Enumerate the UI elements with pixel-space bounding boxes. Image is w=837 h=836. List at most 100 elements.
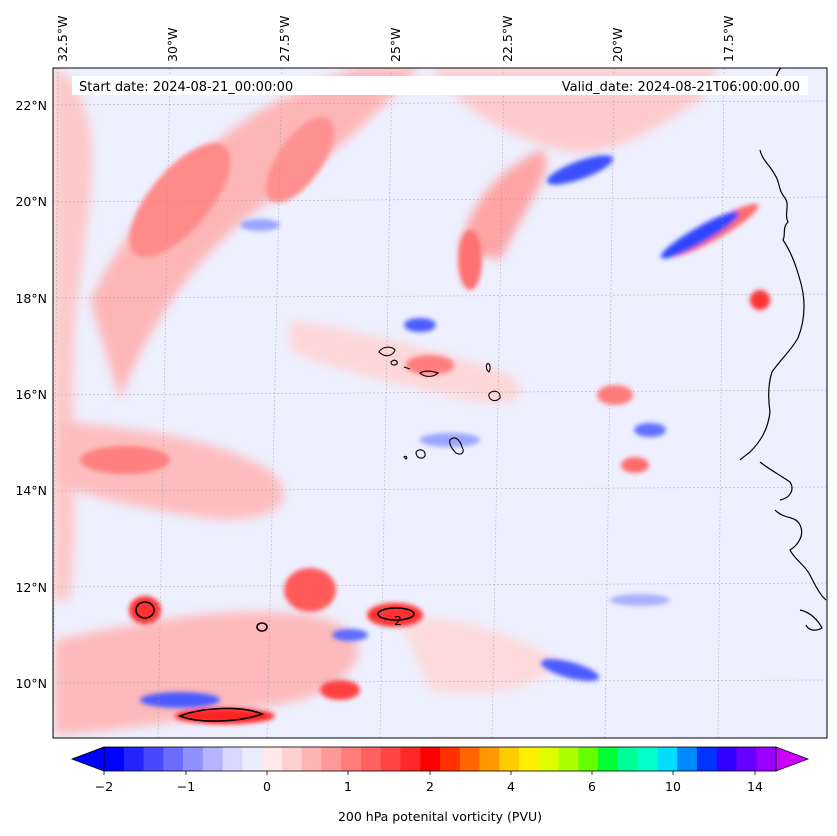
lat-label: 22°N <box>15 98 47 113</box>
colorbar-tick-label: −1 <box>177 779 195 794</box>
lon-label: 22.5°W <box>500 16 515 62</box>
colorbar-swatch <box>183 747 204 771</box>
lon-label: 30°W <box>165 27 180 62</box>
pv-max-central-12n <box>367 603 423 627</box>
pv-min-northeast-jet <box>660 211 740 259</box>
colorbar-label: 200 hPa potenital vorticity (PVU) <box>338 809 542 824</box>
colorbar-swatch <box>519 747 540 771</box>
colorbar-tick-label: 4 <box>507 779 515 794</box>
pv-min-northeast <box>546 155 614 185</box>
colorbar-swatch <box>321 747 342 771</box>
colorbar-swatch <box>301 747 322 771</box>
colorbar-tick-label: −2 <box>95 779 113 794</box>
colorbar-swatch <box>538 747 560 771</box>
colorbar-swatch <box>202 747 224 771</box>
african-coastline <box>739 68 827 631</box>
pv-min-east-12n <box>610 594 670 606</box>
colorbar: −2 −1 0 1 2 4 6 10 14 200 hPa potenital … <box>70 746 810 824</box>
island-santo-antao <box>378 346 396 357</box>
pv-max-south-10n <box>320 680 360 700</box>
colorbar-tick-label: 1 <box>344 779 352 794</box>
colorbar-swatches <box>104 747 777 771</box>
colorbar-tick-label: 14 <box>747 779 763 794</box>
island-santa-luzia <box>403 366 411 370</box>
colorbar-swatch <box>696 747 718 771</box>
contour-label: 2 <box>394 613 402 628</box>
colorbar-swatch <box>499 747 520 771</box>
start-date-label: Start date: 2024-08-21_00:00:00 <box>79 80 293 95</box>
valid-date-label: Valid_date: 2024-08-21T06:00:00.00 <box>562 80 800 95</box>
lon-label: 17.5°W <box>721 16 736 62</box>
pv-contours <box>135 601 415 722</box>
map-panel[interactable]: 2 <box>53 68 827 738</box>
colorbar-swatch <box>617 747 639 771</box>
colorbar-left-arrow <box>70 746 105 772</box>
colorbar-swatch <box>598 747 619 771</box>
colorbar-swatch <box>341 747 362 771</box>
graticule <box>53 68 827 738</box>
latitude-labels: 22°N 20°N 18°N 16°N 14°N 12°N 10°N <box>15 98 47 691</box>
pv-min-west-18n <box>240 219 280 231</box>
lon-label: 20°W <box>610 27 625 62</box>
lon-label: 25°W <box>388 27 403 62</box>
colorbar-swatch <box>222 747 243 771</box>
contour-south <box>177 707 265 722</box>
longitude-labels: 32.5°W 30°W 27.5°W 25°W 22.5°W 20°W 17.5… <box>55 16 736 62</box>
date-banner <box>72 76 808 95</box>
pv-min-east-14n <box>634 423 666 437</box>
contour-west <box>135 601 155 619</box>
island-sao-nicolau <box>419 370 440 377</box>
island-santiago <box>449 437 464 455</box>
pv-band-central <box>290 320 522 403</box>
pv-min-south-10n <box>540 659 600 681</box>
colorbar-swatch <box>123 747 145 771</box>
pv-max-16n <box>406 355 454 375</box>
colorbar-tick-label: 10 <box>665 779 681 794</box>
colorbar-swatch <box>756 747 777 771</box>
island-sal <box>485 363 491 373</box>
lat-label: 14°N <box>15 483 47 498</box>
colorbar-swatch <box>163 747 184 771</box>
colorbar-swatch <box>479 747 500 771</box>
colorbar-swatch <box>420 747 441 771</box>
pv-band-northeast <box>460 150 547 260</box>
pv-min-central-12n <box>332 629 368 641</box>
lat-label: 10°N <box>15 676 47 691</box>
pv-max-south-9n <box>175 708 275 724</box>
pv-max-west-12n <box>129 596 161 624</box>
colorbar-swatch <box>558 747 579 771</box>
lon-label: 27.5°W <box>277 16 292 62</box>
lat-label: 12°N <box>15 580 47 595</box>
colorbar-swatch <box>143 747 164 771</box>
colorbar-swatch <box>360 747 382 771</box>
colorbar-swatch <box>657 747 678 771</box>
pv-band-central-west <box>55 420 284 520</box>
pv-min-south-9n <box>140 692 220 708</box>
pv-max-coast-18n <box>750 290 770 310</box>
pv-max-north-band <box>129 143 231 257</box>
pv-max-north-band-2 <box>266 117 334 203</box>
colorbar-swatch <box>380 747 401 771</box>
island-fogo <box>415 449 426 459</box>
colorbar-swatch <box>637 747 658 771</box>
pv-max-east-17n <box>597 385 633 405</box>
contour-mid <box>256 622 268 632</box>
lon-label: 32.5°W <box>55 16 70 62</box>
colorbar-swatch <box>736 747 757 771</box>
contour-central <box>377 607 415 621</box>
pv-band-south <box>55 611 359 735</box>
colorbar-frame <box>103 746 777 772</box>
lat-label: 20°N <box>15 194 47 209</box>
cape-verde-islands <box>378 346 501 460</box>
colorbar-swatch <box>104 747 125 771</box>
lat-label: 16°N <box>15 387 47 402</box>
colorbar-tick-label: 0 <box>263 779 271 794</box>
pv-max-jet-east <box>458 230 482 290</box>
island-sao-vicente <box>390 359 398 366</box>
colorbar-swatch <box>242 747 263 771</box>
colorbar-tick-label: 6 <box>588 779 596 794</box>
pv-max-12n-mid <box>284 568 336 612</box>
island-brava <box>403 455 408 460</box>
lat-label: 18°N <box>15 291 47 306</box>
colorbar-tick-label: 2 <box>426 779 434 794</box>
